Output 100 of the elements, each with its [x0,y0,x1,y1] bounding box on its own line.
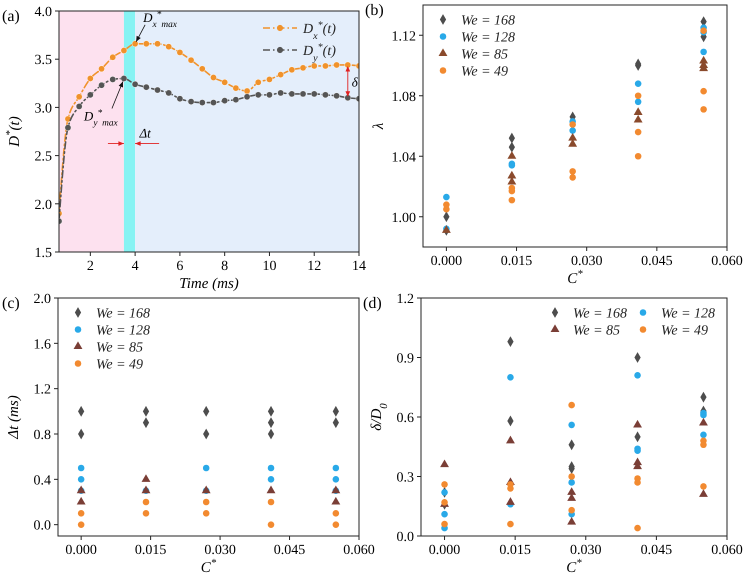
point [443,194,450,200]
point [142,474,150,482]
x-tick-label: 2 [86,259,94,274]
point [567,487,576,495]
point [569,121,576,128]
point [120,75,128,82]
point [254,79,262,86]
point [567,517,576,525]
point [76,94,82,100]
point [568,402,575,408]
legend-label: We = 85 [96,340,144,356]
point [310,90,318,98]
point [198,66,206,72]
y-axis-title: λ [371,122,387,130]
point [700,432,707,438]
point [568,422,575,428]
x-tick-label: 8 [221,259,228,274]
point [568,506,575,514]
x-axis-title: Time (ms) [179,276,239,292]
point [202,510,210,517]
point [634,92,642,100]
legend-label: We = 85 [573,324,620,338]
legend-label: We = 85 [461,48,508,62]
legend-label: We = 49 [96,358,144,372]
point [333,92,340,100]
point [268,476,274,483]
point [154,86,161,94]
point [300,64,306,72]
point [210,74,217,81]
y-tick-label: 1.12 [392,29,416,44]
y-tick-label: 0.3 [396,470,414,486]
point [634,80,642,87]
point [268,498,274,506]
x-tick-label: 0.015 [134,543,166,558]
point [322,92,329,98]
point [441,489,448,496]
point [266,92,273,98]
x-tick-label: 0.030 [204,543,236,558]
y-tick-label: 0.0 [34,518,51,534]
point [634,128,642,136]
point [332,464,340,472]
x-tick-label: 10 [262,259,276,274]
y-tick-label: 1.2 [34,382,51,398]
point [76,496,86,505]
point [165,90,172,96]
x-tick-label: 0.060 [343,543,375,558]
x-tick-label: 0.060 [711,543,743,558]
point [634,114,643,123]
point [322,62,329,70]
point [143,40,150,48]
x-axis-title: C$^{*}$ [567,268,584,287]
point [232,96,240,103]
point [633,420,642,428]
point [64,116,72,122]
y-axis-title: Δt (ms) [6,395,22,440]
point [507,170,516,178]
point [98,66,105,72]
point [344,62,352,68]
point [634,524,641,532]
point [143,84,150,90]
point [202,498,210,506]
point [634,479,641,486]
point [700,48,707,56]
point [202,464,210,472]
legend-label: We = 128 [461,30,516,46]
point [165,43,172,50]
x-tick-label: 0.060 [711,254,743,269]
point [332,521,340,528]
point [210,99,217,106]
x-tick-label: 0.030 [570,543,602,558]
point [277,71,284,78]
x-tick-label: 0.000 [428,543,460,558]
point [268,464,274,472]
point [699,489,708,497]
point [634,152,642,160]
point [98,82,105,89]
point [277,90,284,96]
point [244,94,250,100]
x-axis-title: C$^{*}$ [566,557,582,576]
legend-label: We = 168 [96,306,150,322]
point [132,80,138,88]
point [154,40,161,48]
point [506,497,515,505]
point [198,99,206,106]
point [634,107,643,115]
point [266,486,276,494]
y-tick-label: 4.0 [34,5,52,20]
y-tick-label: 0.9 [396,352,414,366]
y-tick-label: 1.5 [34,246,52,261]
point [142,498,150,506]
y-tick-label: 1.08 [392,90,416,105]
point [332,510,340,517]
point [176,95,184,102]
point [120,47,128,54]
x-tick-label: 0.015 [499,543,531,558]
point [441,520,448,528]
legend-label: We = 49 [461,64,508,80]
point [109,54,116,61]
point [188,98,194,105]
point [244,88,250,94]
